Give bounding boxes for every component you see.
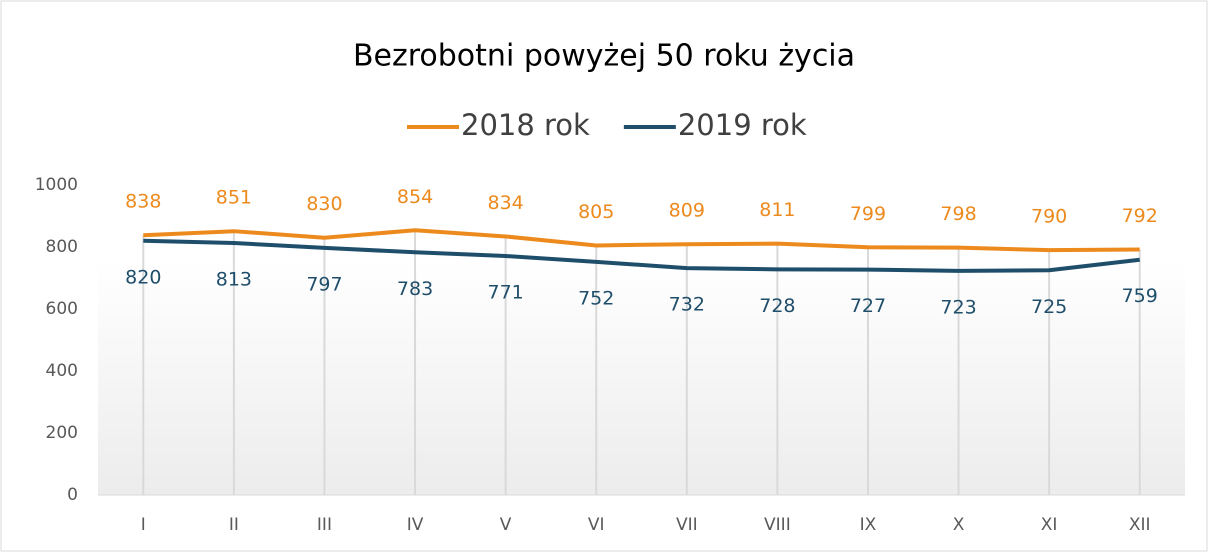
x-tick-label: I <box>141 515 146 535</box>
data-label: 805 <box>578 201 614 223</box>
data-label: 797 <box>306 273 342 295</box>
data-label: 820 <box>125 266 161 288</box>
data-label: 725 <box>1031 296 1067 318</box>
x-tick-label: II <box>229 515 239 535</box>
data-label: 792 <box>1122 205 1158 227</box>
series-line <box>143 238 1140 273</box>
data-label: 783 <box>397 278 433 300</box>
data-label: 854 <box>397 186 433 208</box>
x-tick-label: IV <box>407 515 424 535</box>
legend-label: 2019 rok <box>678 108 807 142</box>
data-label: 759 <box>1122 285 1158 307</box>
y-tick-label: 1000 <box>35 175 78 195</box>
x-tick-label: III <box>317 515 332 535</box>
x-tick-label: XI <box>1041 515 1058 535</box>
data-label: 813 <box>216 268 252 290</box>
y-tick-label: 0 <box>67 485 78 505</box>
data-label: 811 <box>759 199 795 221</box>
x-tick-label: XII <box>1129 515 1151 535</box>
plot-background <box>98 260 1185 495</box>
data-label: 771 <box>487 281 523 303</box>
data-label: 830 <box>306 193 342 215</box>
legend-label: 2018 rok <box>461 108 590 142</box>
x-tick-label: VII <box>676 515 698 535</box>
x-tick-label: VI <box>588 515 605 535</box>
data-label: 798 <box>940 203 976 225</box>
x-tick-label: X <box>953 515 965 535</box>
x-tick-label: V <box>500 515 512 535</box>
data-label: 728 <box>759 295 795 317</box>
y-tick-label: 200 <box>46 423 78 443</box>
data-label: 809 <box>669 200 705 222</box>
y-tick-label: 400 <box>46 361 78 381</box>
data-label: 851 <box>216 187 252 209</box>
data-label: 838 <box>125 191 161 213</box>
legend: 2018 rok 2019 rok <box>407 108 807 142</box>
data-label: 727 <box>850 295 886 317</box>
data-label: 799 <box>850 203 886 225</box>
y-tick-label: 600 <box>46 299 78 319</box>
x-tick-label: IX <box>860 515 877 535</box>
data-label: 723 <box>940 296 976 318</box>
data-label: 790 <box>1031 206 1067 228</box>
x-tick-label: VIII <box>764 515 791 535</box>
chart-title: Bezrobotni powyżej 50 roku życia <box>353 39 855 74</box>
series-line <box>143 228 1140 253</box>
y-tick-label: 800 <box>46 237 78 257</box>
data-label: 752 <box>578 287 614 309</box>
data-label: 834 <box>487 192 523 214</box>
data-label: 732 <box>669 294 705 316</box>
